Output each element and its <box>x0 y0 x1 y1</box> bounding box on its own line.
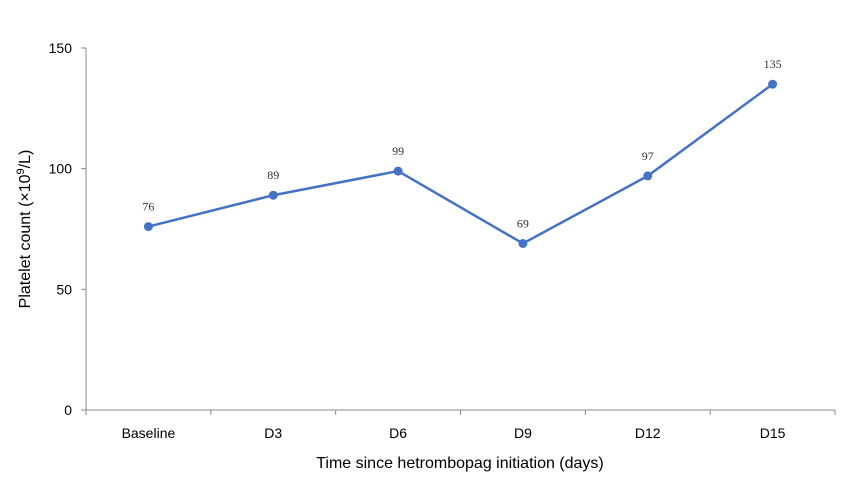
y-axis-title-end: /L) <box>17 150 34 169</box>
data-points <box>143 79 778 248</box>
y-tick-label: 100 <box>49 161 73 177</box>
y-axis-ticks: 0 50 100 150 <box>49 40 86 418</box>
data-point <box>393 166 403 176</box>
data-label: 76 <box>142 200 154 214</box>
data-labels: 76 89 99 69 97 135 <box>142 57 781 230</box>
x-tick-label: D9 <box>514 425 532 441</box>
y-axis-title: Platelet count (×109/L) <box>15 150 34 309</box>
data-label: 89 <box>267 168 279 182</box>
y-tick-label: 0 <box>64 402 72 418</box>
x-axis-title: Time since hetrombopag initiation (days) <box>316 455 604 472</box>
y-axis-title-main: Platelet count (×10 <box>17 174 34 308</box>
data-point <box>768 79 778 89</box>
data-label: 99 <box>392 144 404 158</box>
data-point <box>518 238 528 248</box>
x-tick-label: D3 <box>264 425 282 441</box>
y-axis-title-sup: 9 <box>15 168 27 174</box>
data-label: 97 <box>642 149 654 163</box>
x-axis-ticks: Baseline D3 D6 D9 D12 D15 <box>85 410 836 441</box>
series-line <box>148 83 774 245</box>
data-label: 69 <box>517 216 529 230</box>
y-tick-label: 150 <box>49 40 73 56</box>
data-point <box>268 190 278 200</box>
x-tick-label: D15 <box>760 425 786 441</box>
data-point <box>643 171 653 181</box>
x-tick-label: D12 <box>635 425 661 441</box>
y-tick-label: 50 <box>56 281 72 297</box>
x-tick-label: D6 <box>389 425 407 441</box>
x-tick-label: Baseline <box>122 425 176 441</box>
data-label: 135 <box>764 57 782 71</box>
data-point <box>143 222 153 232</box>
